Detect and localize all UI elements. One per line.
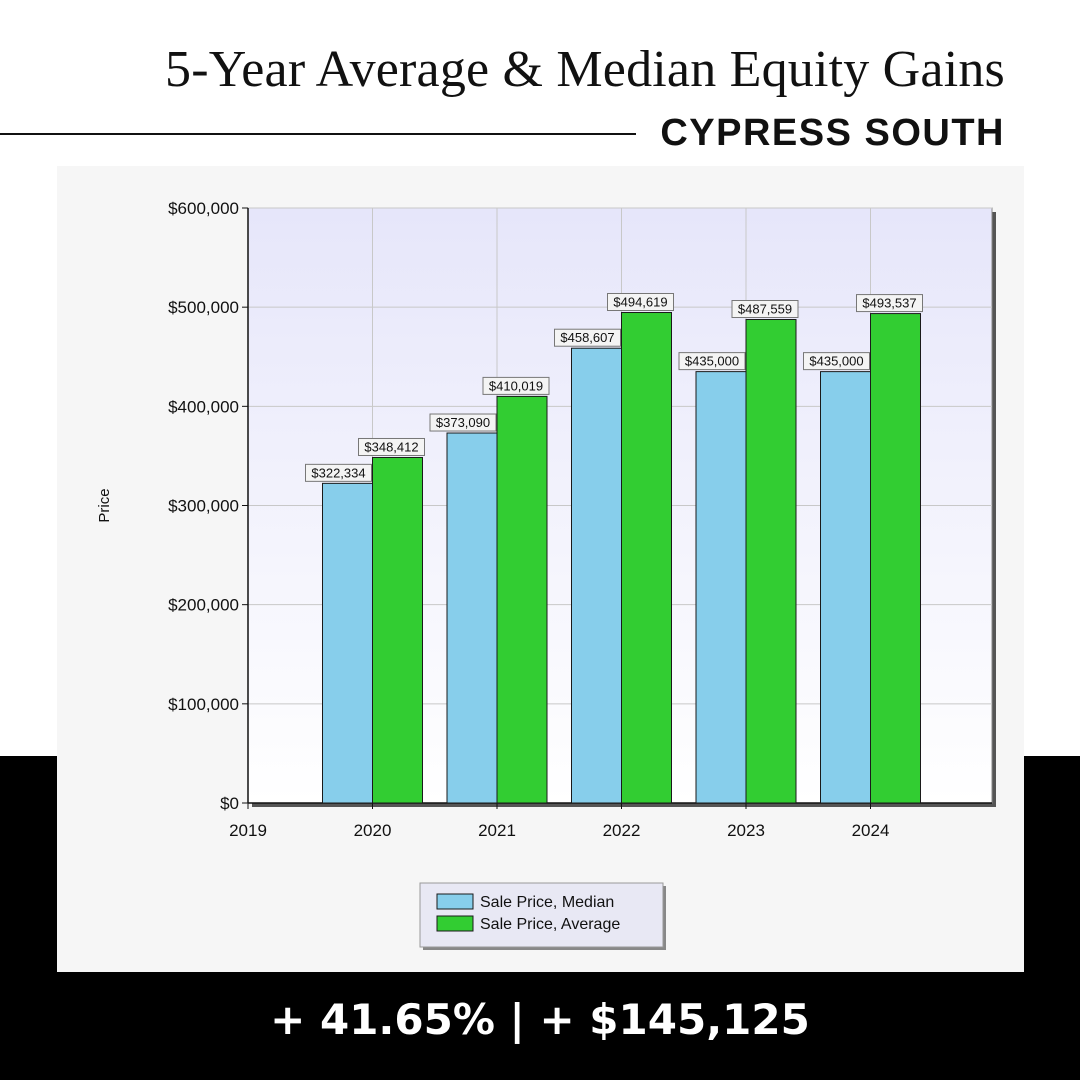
x-tick-label: 2023 (727, 821, 765, 840)
legend-swatch-average (436, 915, 474, 932)
bar-median (322, 482, 373, 804)
data-label-box (731, 300, 799, 319)
page-subtitle: CYPRESS SOUTH (660, 112, 1005, 154)
equity-gains-summary: + 41.65% | + $145,125 (270, 995, 810, 1044)
y-tick-label: $300,000 (168, 497, 239, 516)
bar-average (621, 312, 672, 804)
bar-median (695, 371, 747, 804)
data-label: $435,000 (809, 354, 863, 369)
data-label: $493,537 (862, 296, 916, 311)
legend-label: Sale Price, Average (480, 916, 620, 933)
legend (419, 882, 664, 948)
data-label: $458,607 (560, 330, 614, 345)
legend-label: Sale Price, Median (480, 894, 614, 911)
bar-chart: $0 $100,000 $200,000 $300,000 $400,000 $500,0… (96, 199, 996, 950)
x-tick-label: 2024 (852, 821, 890, 840)
bar-average (870, 313, 921, 804)
data-label: $373,090 (436, 415, 490, 430)
data-label: $322,334 (311, 465, 365, 480)
bar-median (446, 432, 498, 804)
x-tick-label: 2019 (229, 821, 267, 840)
data-label-box (554, 328, 621, 347)
bar-median (571, 347, 622, 804)
y-tick-label: $500,000 (168, 298, 239, 317)
data-label-box (678, 352, 746, 371)
data-label-box (429, 413, 497, 432)
y-axis-label: Price (96, 488, 113, 522)
y-tick-label: $200,000 (168, 596, 239, 615)
data-label-box (856, 294, 923, 313)
y-tick-label: $400,000 (168, 397, 239, 416)
bar-average (745, 319, 797, 804)
y-tick-label: $100,000 (168, 695, 239, 714)
data-label-box (358, 437, 425, 456)
bar-median (820, 371, 871, 804)
data-label: $435,000 (685, 354, 739, 369)
data-label-box (305, 463, 372, 482)
data-label: $410,019 (489, 378, 543, 393)
legend-swatch-median (436, 893, 474, 910)
page-title: 5-Year Average & Median Equity Gains (165, 41, 1005, 98)
bar-average (372, 456, 423, 804)
data-label: $348,412 (364, 439, 418, 454)
x-tick-label: 2021 (478, 821, 516, 840)
chart-panel: $0 $100,000 $200,000 $300,000 $400,000 $500,0… (57, 166, 1024, 972)
data-label-box (607, 293, 674, 312)
title-divider (0, 133, 636, 135)
x-tick-label: 2020 (354, 821, 392, 840)
data-label: $494,619 (613, 295, 667, 310)
data-label-box (482, 376, 550, 395)
x-tick-label: 2022 (603, 821, 641, 840)
data-label-box (803, 352, 870, 371)
y-tick-label: $0 (220, 794, 239, 813)
bar-average (496, 395, 548, 804)
y-tick-label: $600,000 (168, 199, 239, 218)
data-label: $487,559 (738, 302, 792, 317)
